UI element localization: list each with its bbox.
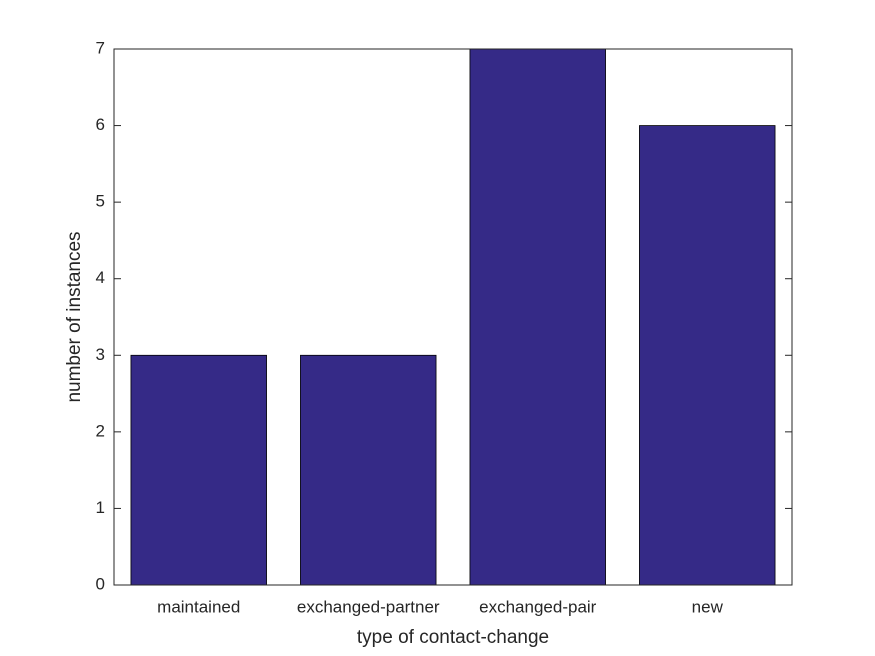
y-tick-label: 7 <box>96 38 105 57</box>
y-tick-label: 2 <box>96 421 105 440</box>
x-tick-label: exchanged-pair <box>479 597 597 616</box>
y-tick-label: 0 <box>96 574 105 593</box>
bar <box>639 125 776 586</box>
y-tick-label: 5 <box>96 192 105 211</box>
y-tick-label: 3 <box>96 345 105 364</box>
bar <box>300 354 437 586</box>
x-tick-label: exchanged-partner <box>297 597 440 616</box>
y-tick-label: 1 <box>96 498 105 517</box>
y-axis-label: number of instances <box>64 231 85 402</box>
x-axis-label: type of contact-change <box>357 627 549 648</box>
y-tick-label: 4 <box>96 268 105 287</box>
x-tick-label: maintained <box>157 597 240 616</box>
bar <box>469 48 606 586</box>
x-tick-label: new <box>692 597 724 616</box>
axes-box <box>113 48 793 586</box>
bar <box>130 354 267 586</box>
y-tick-label: 6 <box>96 115 105 134</box>
